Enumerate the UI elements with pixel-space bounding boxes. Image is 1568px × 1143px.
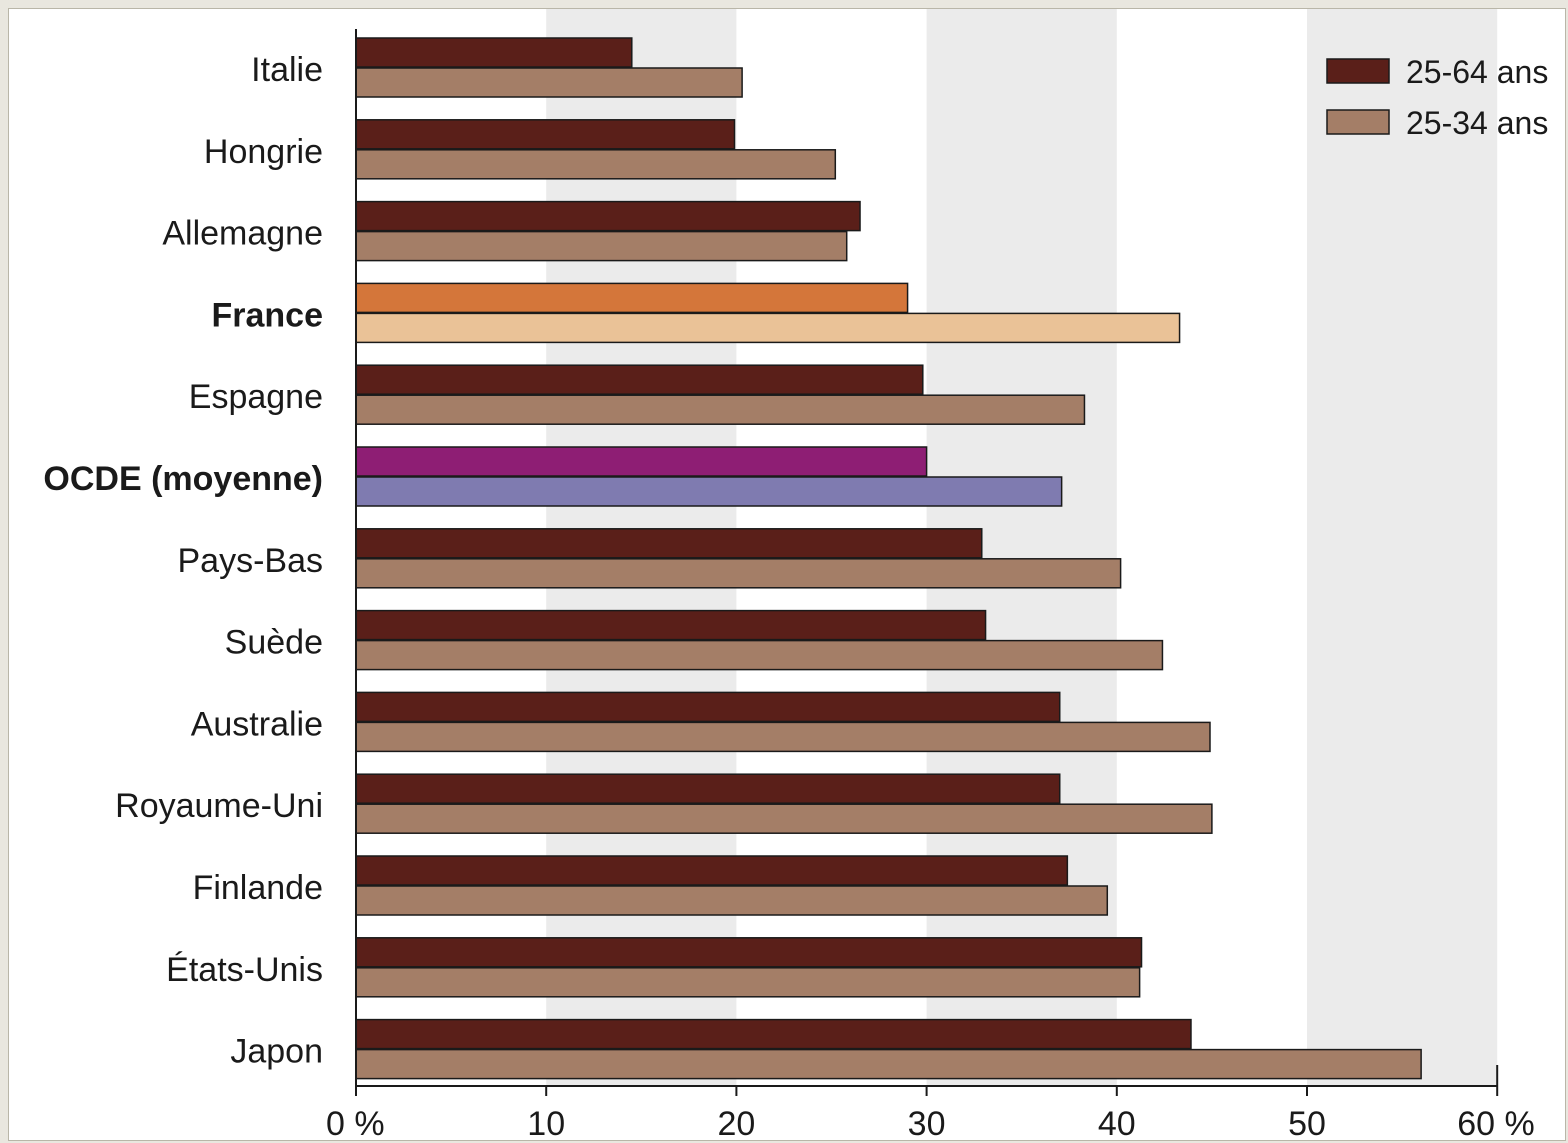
bar-b-3 xyxy=(355,312,1181,344)
category-label: OCDE (moyenne) xyxy=(43,460,323,498)
bar-chart: Italie Hongrie Allemagne France Espagne OCDE … xyxy=(43,9,1548,1140)
bar-b-0 xyxy=(355,67,743,98)
legend-swatch-0 xyxy=(1326,58,1390,84)
bar-a-12 xyxy=(355,1018,1192,1050)
bar-a-3 xyxy=(355,282,909,314)
category-label: France xyxy=(212,296,324,334)
category-labels: Italie Hongrie Allemagne France Espagne OCDE … xyxy=(43,51,323,1071)
category-label: Italie xyxy=(251,51,323,89)
x-tick-label: 10 xyxy=(527,1105,565,1140)
bar-a-10 xyxy=(355,855,1069,886)
category-label: États-Unis xyxy=(166,951,323,989)
category-label: Hongrie xyxy=(204,133,323,171)
bar-a-7 xyxy=(355,609,987,641)
grid-band-2 xyxy=(1307,9,1498,1086)
x-tick-labels: 0 % 10 20 30 40 50 60 % xyxy=(326,1105,1535,1140)
bar-b-8 xyxy=(355,721,1211,753)
axes xyxy=(355,29,1499,1096)
x-tick-label: 40 xyxy=(1098,1105,1136,1140)
bar-a-6 xyxy=(355,528,983,559)
x-tick-label: 60 % xyxy=(1457,1105,1535,1140)
category-label: Australie xyxy=(191,705,323,743)
bars xyxy=(355,37,1422,1080)
x-tick-label: 20 xyxy=(717,1105,755,1140)
bar-a-2 xyxy=(355,200,861,232)
bar-a-1 xyxy=(355,119,736,150)
bar-b-10 xyxy=(355,885,1109,916)
bar-a-0 xyxy=(355,37,633,68)
bar-b-9 xyxy=(355,803,1213,834)
category-label: Japon xyxy=(230,1033,323,1071)
bar-b-11 xyxy=(355,967,1141,998)
bar-b-2 xyxy=(355,230,848,262)
x-tick-label: 30 xyxy=(908,1105,946,1140)
grid-bands xyxy=(546,9,1498,1086)
bar-b-6 xyxy=(355,558,1122,589)
x-tick-label: 0 % xyxy=(326,1105,385,1140)
legend: 25-64 ans 25-34 ans xyxy=(1326,54,1548,141)
category-label: Royaume-Uni xyxy=(115,787,323,825)
bar-b-7 xyxy=(355,639,1164,671)
legend-label-0: 25-64 ans xyxy=(1406,54,1548,90)
category-label: Suède xyxy=(225,624,323,662)
category-label: Finlande xyxy=(193,869,323,907)
bar-a-4 xyxy=(355,364,924,395)
bar-b-12 xyxy=(355,1048,1422,1080)
bar-a-8 xyxy=(355,691,1061,723)
chart-frame: Italie Hongrie Allemagne France Espagne OCDE … xyxy=(8,8,1566,1141)
category-label: Espagne xyxy=(189,378,323,416)
bar-a-9 xyxy=(355,773,1061,804)
bar-b-1 xyxy=(355,149,837,180)
bar-a-11 xyxy=(355,937,1143,968)
x-tick-label: 50 xyxy=(1288,1105,1326,1140)
legend-label-1: 25-34 ans xyxy=(1406,105,1548,141)
bar-a-5 xyxy=(355,446,928,477)
legend-swatch-1 xyxy=(1326,109,1390,135)
category-label: Allemagne xyxy=(162,215,323,253)
bar-b-4 xyxy=(355,394,1086,425)
bar-b-5 xyxy=(355,476,1063,507)
category-label: Pays-Bas xyxy=(178,542,324,580)
